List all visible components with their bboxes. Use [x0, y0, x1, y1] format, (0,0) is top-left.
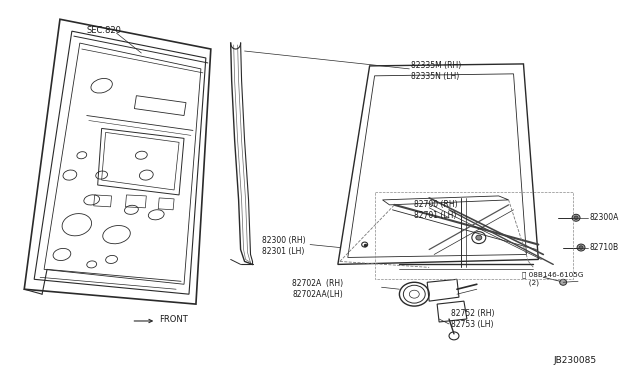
Ellipse shape — [560, 279, 566, 285]
Ellipse shape — [476, 235, 482, 240]
Ellipse shape — [579, 246, 583, 249]
Text: 82702A  (RH)
82702AA(LH): 82702A (RH) 82702AA(LH) — [292, 279, 343, 299]
Ellipse shape — [577, 244, 585, 251]
Text: 82335M (RH)
82335N (LH): 82335M (RH) 82335N (LH) — [412, 61, 461, 81]
Text: JB230085: JB230085 — [553, 356, 596, 365]
Ellipse shape — [572, 214, 580, 221]
Text: 82300A: 82300A — [590, 213, 620, 222]
Text: 82300 (RH)
82301 (LH): 82300 (RH) 82301 (LH) — [262, 235, 306, 256]
Text: 82700 (RH)
82701 (LH): 82700 (RH) 82701 (LH) — [414, 200, 458, 220]
Ellipse shape — [574, 216, 578, 219]
Text: SEC.820: SEC.820 — [87, 26, 122, 35]
Text: 82710B: 82710B — [590, 243, 619, 251]
Text: Ⓑ 08B146-6105G
   (2): Ⓑ 08B146-6105G (2) — [522, 271, 584, 286]
Text: 82752 (RH)
82753 (LH): 82752 (RH) 82753 (LH) — [451, 309, 495, 329]
Text: FRONT: FRONT — [159, 315, 188, 324]
